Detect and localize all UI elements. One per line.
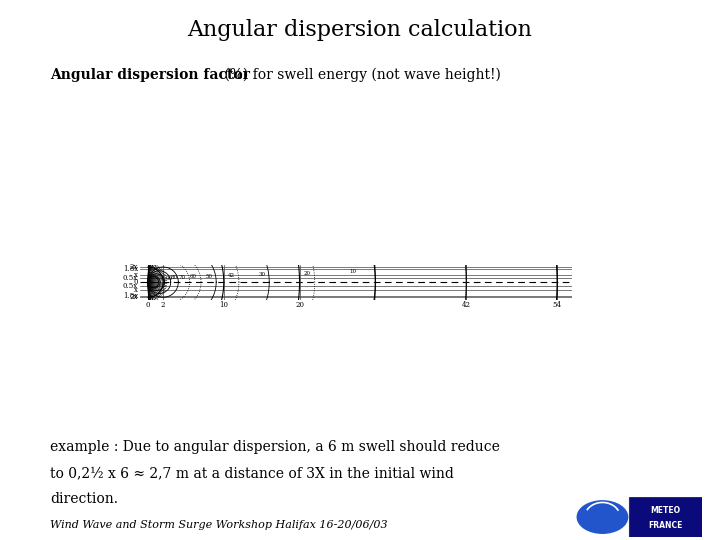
Text: 1.8x: 1.8x <box>123 265 138 273</box>
Text: to 0,2½ x 6 ≈ 2,7 m at a distance of 3X in the initial wind: to 0,2½ x 6 ≈ 2,7 m at a distance of 3X … <box>50 466 454 480</box>
Text: 10: 10 <box>349 269 356 274</box>
Text: 2: 2 <box>161 301 166 309</box>
Text: 10: 10 <box>220 301 228 309</box>
Text: 0.5x: 0.5x <box>123 282 138 290</box>
Text: 2x: 2x <box>130 293 138 301</box>
Text: example : Due to angular dispersion, a 6 m swell should reduce: example : Due to angular dispersion, a 6… <box>50 440 500 454</box>
Text: METEO: METEO <box>650 506 680 515</box>
Text: 50: 50 <box>205 274 212 279</box>
Text: FRANCE: FRANCE <box>648 521 683 530</box>
Text: 1.8x: 1.8x <box>123 292 138 300</box>
Text: 20: 20 <box>295 301 304 309</box>
Text: Angular dispersion calculation: Angular dispersion calculation <box>188 19 532 41</box>
Text: 0: 0 <box>145 301 150 309</box>
Text: 60: 60 <box>190 274 197 279</box>
Text: 80: 80 <box>171 275 178 280</box>
Text: x: x <box>134 271 138 279</box>
Text: 0.5x: 0.5x <box>123 274 138 282</box>
Text: Angular dispersion factor: Angular dispersion factor <box>50 68 251 82</box>
Text: direction.: direction. <box>50 492 118 506</box>
Text: (%) for swell energy (not wave height!): (%) for swell energy (not wave height!) <box>220 68 500 82</box>
Text: 42: 42 <box>462 301 471 309</box>
Text: 42: 42 <box>228 273 235 278</box>
Text: 20: 20 <box>304 271 310 276</box>
Bar <box>629 497 702 537</box>
Text: 2x: 2x <box>130 263 138 271</box>
Text: 30: 30 <box>258 272 265 277</box>
Circle shape <box>577 501 628 534</box>
Text: 0: 0 <box>134 278 138 286</box>
Text: Wind Wave and Storm Surge Workshop Halifax 16-20/06/03: Wind Wave and Storm Surge Workshop Halif… <box>50 520 388 530</box>
Text: 54: 54 <box>553 301 562 309</box>
Text: 90: 90 <box>166 275 172 281</box>
Text: x: x <box>134 286 138 294</box>
Text: 70: 70 <box>179 275 186 280</box>
